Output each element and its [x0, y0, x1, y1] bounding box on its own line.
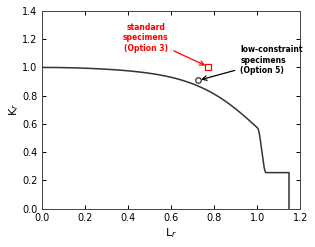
Text: standard
specimens
(Option 3): standard specimens (Option 3) — [123, 23, 204, 65]
Y-axis label: K$_r$: K$_r$ — [7, 103, 21, 116]
Text: low-constraint
specimens
(Option 5): low-constraint specimens (Option 5) — [202, 45, 303, 80]
X-axis label: L$_r$: L$_r$ — [165, 226, 177, 240]
